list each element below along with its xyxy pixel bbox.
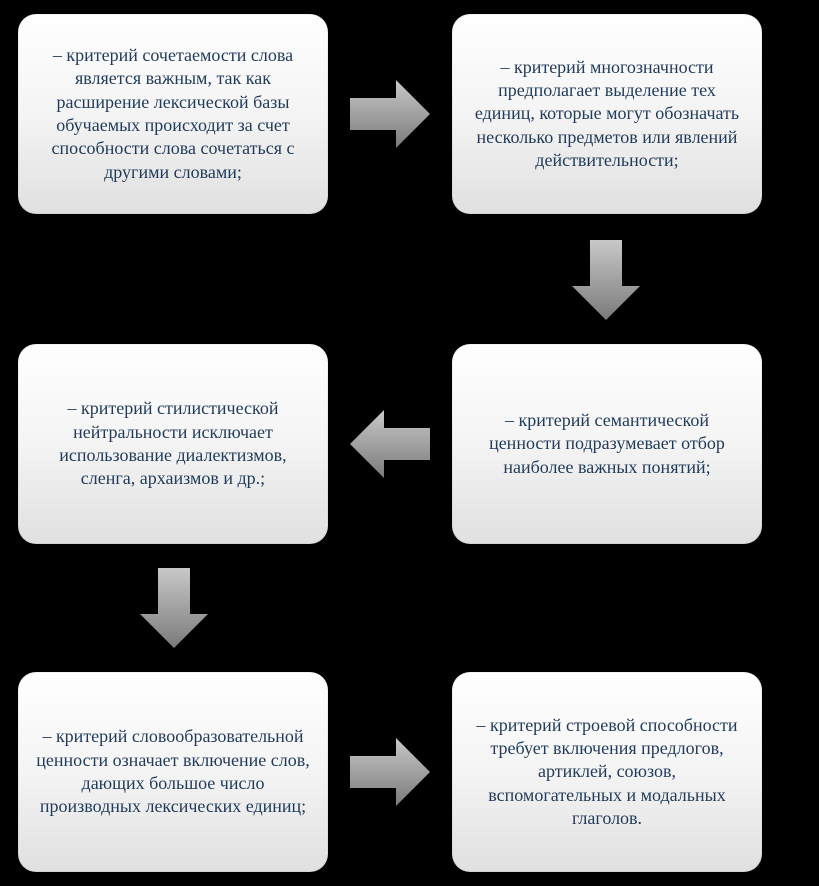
flow-box-1: – критерий сочетаемости слова является в… (18, 14, 328, 214)
arrow-left-icon (350, 410, 430, 478)
flow-box-5: – критерий словообразовательной ценности… (18, 672, 328, 872)
flow-box-3: – критерий стилистической нейтральности … (18, 344, 328, 544)
flow-box-3-text: – критерий стилистической нейтральности … (36, 397, 310, 491)
flow-box-4: – критерий семантической ценности подраз… (452, 344, 762, 544)
flow-box-2: – критерий многозначности предполагает в… (452, 14, 762, 214)
arrow-down-icon (140, 568, 208, 648)
arrow-right-icon (350, 80, 430, 148)
arrow-right-icon (350, 738, 430, 806)
flow-box-5-text: – критерий словообразовательной ценности… (36, 725, 310, 819)
flow-box-1-text: – критерий сочетаемости слова является в… (36, 44, 310, 184)
flow-box-6: – критерий строевой способности требует … (452, 672, 762, 872)
arrow-down-icon (572, 240, 640, 320)
flow-box-4-text: – критерий семантической ценности подраз… (470, 409, 744, 479)
flow-box-2-text: – критерий многозначности предполагает в… (470, 56, 744, 173)
flow-box-6-text: – критерий строевой способности требует … (470, 714, 744, 831)
